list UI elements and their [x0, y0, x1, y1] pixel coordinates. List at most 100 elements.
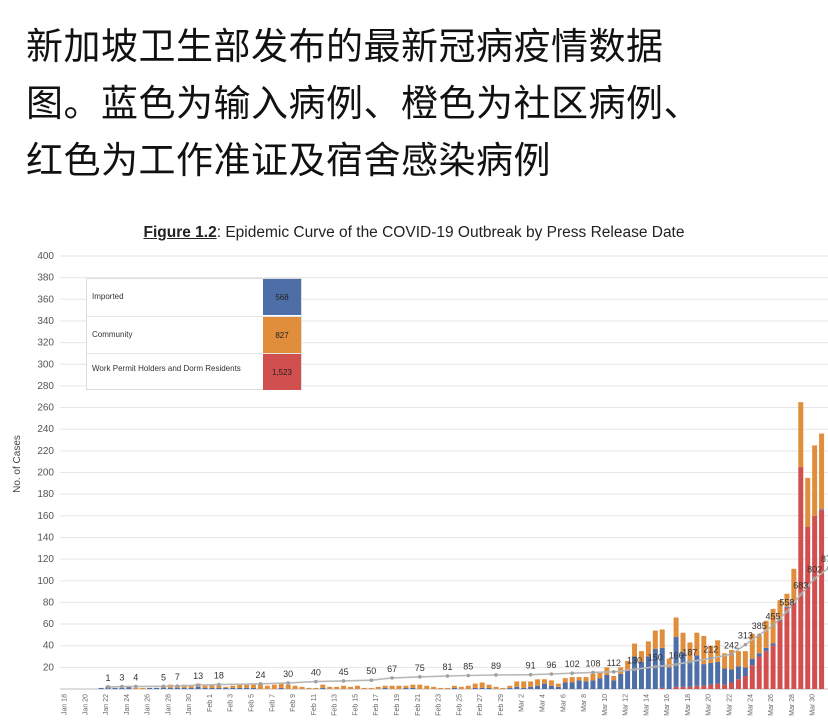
legend-swatch-total: 568: [263, 279, 301, 315]
cumulative-label: 187: [682, 648, 697, 658]
bar-segment: [500, 687, 506, 689]
x-tick-label: Feb 19: [394, 694, 401, 716]
bar-segment: [202, 685, 208, 688]
bar-segment: [680, 652, 686, 687]
bar-segment: [479, 682, 485, 688]
bar-segment: [749, 665, 755, 689]
cumulative-point: [196, 683, 200, 688]
bar-segment: [735, 651, 741, 667]
cumulative-point: [549, 672, 554, 676]
cumulative-label: 166: [669, 651, 684, 661]
cumulative-label: 67: [387, 664, 397, 674]
x-tick-label: Feb 29: [498, 694, 505, 716]
x-tick-label: Feb 17: [373, 694, 380, 716]
bar-segment: [458, 686, 464, 689]
bar-segment: [659, 687, 665, 689]
cumulative-point: [653, 664, 658, 669]
bar-segment: [154, 687, 160, 689]
bar-segment: [354, 685, 360, 689]
bar-segment: [313, 687, 319, 689]
cumulative-label: 85: [463, 661, 473, 671]
bar-segment: [278, 682, 284, 688]
bar-segment: [694, 685, 700, 689]
x-axis-tick-labels: Jan 18 Jan 20 Jan 22 Jan 24 Jan 26 Jan 28 Jan …: [62, 694, 817, 716]
bar-segment: [382, 685, 388, 688]
legend-swatch-total: 827: [263, 317, 301, 353]
bar-segment: [638, 651, 644, 662]
cumulative-label: 75: [415, 663, 425, 673]
y-tick-label: 280: [37, 381, 54, 392]
bar-segment: [396, 685, 402, 689]
bar-segment: [375, 686, 381, 689]
bar-segment: [722, 668, 728, 685]
bar-segment: [749, 633, 755, 659]
cumulative-label: 1: [106, 673, 111, 683]
bar-segment: [98, 687, 104, 689]
bar-segment: [521, 687, 527, 689]
cumulative-label: 150: [648, 653, 663, 663]
bar-segment: [244, 687, 250, 689]
y-tick-label: 400: [37, 251, 54, 262]
cumulative-label: 7: [175, 672, 180, 682]
bar-segment: [735, 679, 741, 689]
bar-segment: [742, 667, 748, 677]
bar-segment: [223, 687, 229, 689]
y-tick-label: 160: [37, 511, 54, 522]
x-tick-label: Jan 22: [103, 694, 110, 715]
x-tick-label: Feb 3: [228, 694, 235, 712]
bar-segment: [292, 685, 298, 689]
bar-segment: [715, 683, 721, 689]
bar-segment: [687, 642, 693, 661]
cumulative-point: [445, 674, 450, 678]
x-tick-label: Feb 15: [352, 694, 359, 716]
bar-segment: [652, 630, 658, 649]
y-tick-label: 300: [37, 359, 54, 370]
bar-segment: [528, 681, 534, 687]
bar-segment: [708, 663, 714, 685]
cumulative-point: [106, 685, 110, 689]
bar-segment: [652, 648, 658, 689]
cumulative-label: 3: [119, 673, 124, 683]
bar-segment: [486, 687, 492, 689]
bar-segment: [251, 687, 257, 689]
bar-segment: [763, 647, 769, 652]
bar-segment: [507, 685, 513, 688]
bar-segment: [244, 684, 250, 688]
bar-segment: [798, 402, 804, 468]
y-axis-label: No. of Cases: [12, 435, 23, 493]
bar-segment: [479, 687, 485, 689]
cumulative-point: [798, 592, 803, 597]
bar-segment: [327, 686, 333, 689]
cumulative-label: 112: [607, 658, 621, 668]
cumulative-point: [120, 684, 124, 689]
bar-segment: [625, 669, 631, 689]
gridlines: [60, 255, 828, 690]
cumulative-point: [341, 679, 346, 683]
y-tick-label: 360: [37, 294, 54, 305]
bar-segment: [784, 607, 790, 689]
bar-segment: [521, 681, 527, 688]
bar-segment: [715, 661, 721, 684]
chart-title-figure-number: Figure 1.2: [143, 224, 217, 241]
bar-segment: [632, 643, 638, 657]
bar-segment: [597, 672, 603, 679]
bar-segment: [784, 593, 790, 607]
legend-label: Community: [92, 330, 133, 339]
cumulative-point: [466, 673, 471, 678]
bar-segment: [174, 687, 180, 689]
x-tick-label: Mar 16: [664, 694, 671, 716]
cumulative-label: 81: [442, 662, 452, 672]
bar-segment: [791, 602, 797, 689]
cumulative-point: [757, 633, 762, 637]
y-tick-label: 320: [37, 338, 54, 349]
bar-segment: [798, 467, 804, 689]
bar-segment: [555, 686, 561, 689]
headline: 新加坡卫生部发布的最新冠病疫情数据 图。蓝色为输入病例、橙色为社区病例、 红色为…: [26, 18, 826, 189]
bar-segment: [694, 632, 700, 656]
cumulative-point: [390, 676, 394, 680]
legend-row: Imported 568: [87, 279, 301, 315]
bar-segment: [451, 685, 457, 688]
bar-segment: [673, 686, 679, 689]
x-tick-label: Feb 7: [269, 694, 276, 712]
bar-segment: [555, 683, 561, 687]
